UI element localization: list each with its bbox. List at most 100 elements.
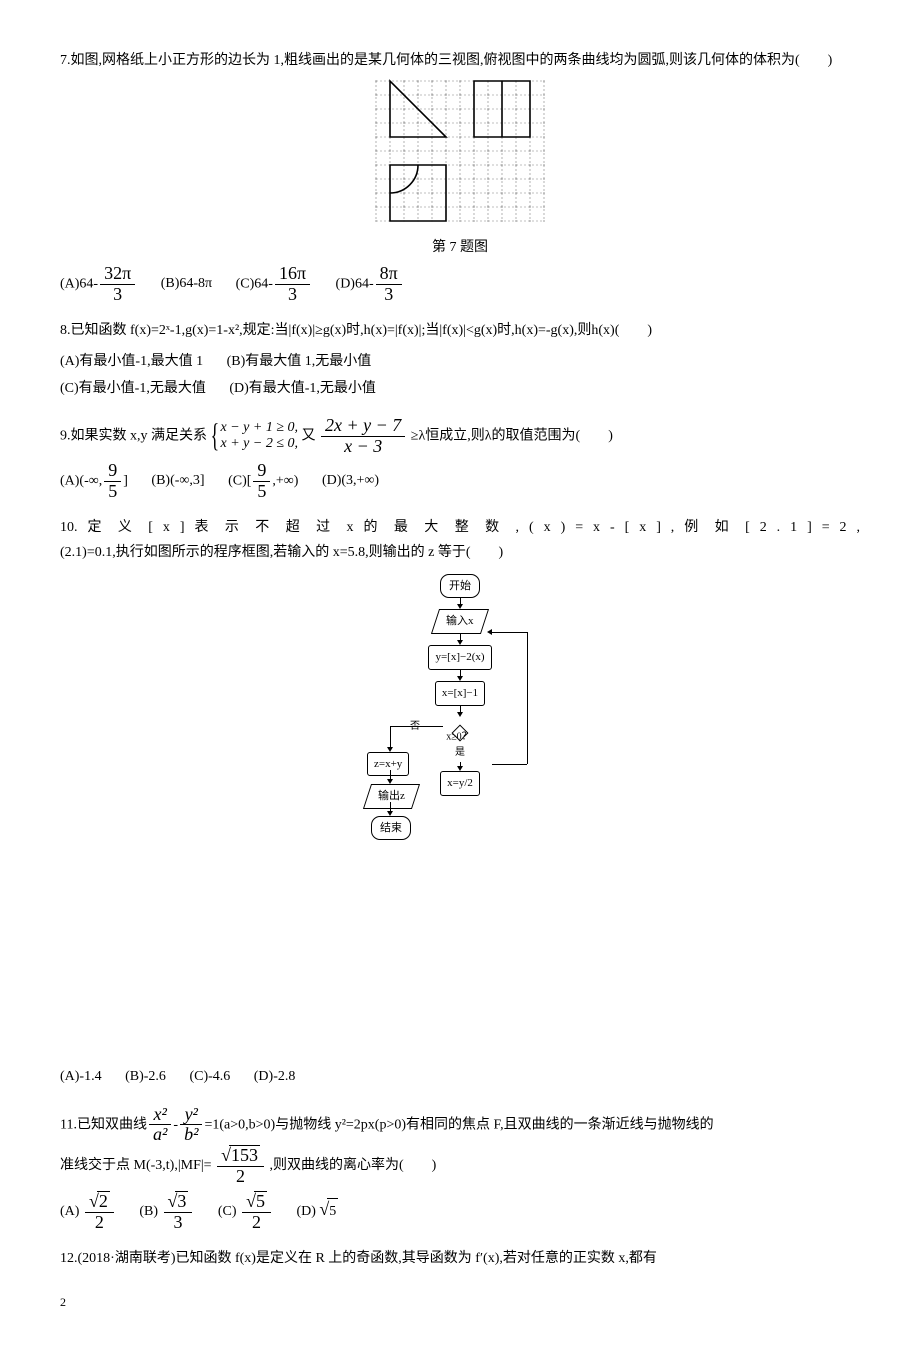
q11-opt-b: (B) √33 <box>139 1191 194 1233</box>
q11-mf-frac: √153 2 <box>217 1145 264 1187</box>
q9-post: ≥λ恒成立,则λ的取值范围为( ) <box>411 429 613 444</box>
q7-c-pre: (C)64- <box>236 276 273 291</box>
q10-text2: (2.1)=0.1,执行如图所示的程序框图,若输入的 x=5.8,则输出的 z … <box>60 540 860 567</box>
q10-opt-d: (D)-2.8 <box>254 1064 296 1091</box>
q11-f2n: y² <box>180 1105 202 1125</box>
q9-options: (A)(-∞,95] (B)(-∞,3] (C)[95,+∞) (D)(3,+∞… <box>60 461 860 502</box>
q11-f1d: a² <box>149 1124 171 1145</box>
q9-mid: 又 <box>302 429 316 444</box>
q7-options: (A)64-32π3 (B)64-8π (C)64-16π3 (D)64-8π3 <box>60 264 860 305</box>
q7-text: 7.如图,网格纸上小正方形的边长为 1,粗线画出的是某几何体的三视图,俯视图中的… <box>60 48 860 75</box>
q7-d-num: 8π <box>376 264 402 284</box>
q11-opt-c: (C) √52 <box>218 1191 273 1233</box>
flow-assign2: x=[x]−1 <box>435 681 485 706</box>
q7-d-pre: (D)64- <box>336 276 374 291</box>
q10-opt-c: (C)-4.6 <box>189 1064 230 1091</box>
q7-a-pre: (A)64- <box>60 276 98 291</box>
q11-d-pre: (D) <box>296 1204 315 1219</box>
flow-assign1: y=[x]−2(x) <box>428 645 491 670</box>
q11-mf-den: 2 <box>217 1166 264 1187</box>
q10-flowchart: 开始 输入x y=[x]−2(x) x=[x]−1 x≥0？ 是 x=y/2 否… <box>60 573 860 1058</box>
q7-a-frac: 32π3 <box>100 264 135 305</box>
q11-a-den: 2 <box>85 1212 114 1233</box>
q8-text: 8.已知函数 f(x)=2ˣ-1,g(x)=1-x²,规定:当|f(x)|≥g(… <box>60 318 860 345</box>
q11-mid1: =1(a>0,b>0)与抛物线 y²=2px(p>0)有相同的焦点 F,且双曲线… <box>204 1117 713 1132</box>
q7-c-frac: 16π3 <box>275 264 310 305</box>
q9-c-post: ,+∞) <box>272 473 298 488</box>
q9-c-pre: (C)[ <box>228 473 251 488</box>
flow-output: 输出z <box>363 784 420 809</box>
q9-a-frac: 95 <box>104 461 121 502</box>
q9-frac: 2x + y − 7 x − 3 <box>321 416 405 457</box>
flow-start: 开始 <box>440 574 480 599</box>
flow-cond: x≥0？ <box>452 725 469 742</box>
q7-opt-d: (D)64-8π3 <box>336 264 404 305</box>
q7-c-num: 16π <box>275 264 310 284</box>
q11-a-pre: (A) <box>60 1204 79 1219</box>
q7-opt-c: (C)64-16π3 <box>236 264 312 305</box>
q10-options: (A)-1.4 (B)-2.6 (C)-4.6 (D)-2.8 <box>60 1064 860 1091</box>
q11-b-den: 3 <box>164 1212 193 1233</box>
flow-input: 输入x <box>431 609 489 634</box>
q9-c-frac: 95 <box>253 461 270 502</box>
q11-frac2: y²b² <box>180 1105 202 1146</box>
q8-opt-d: (D)有最大值-1,无最小值 <box>229 376 376 403</box>
q10-opt-a: (A)-1.4 <box>60 1064 102 1091</box>
q11-l2a: 准线交于点 M(-3,t),|MF|= <box>60 1158 212 1173</box>
q10-opt-b: (B)-2.6 <box>125 1064 166 1091</box>
q11-f1n: x² <box>149 1105 171 1125</box>
q11-line2: 准线交于点 M(-3,t),|MF|= √153 2 ,则双曲线的离心率为( ) <box>60 1145 860 1187</box>
q11-l2b: ,则双曲线的离心率为( ) <box>269 1158 436 1173</box>
q9-frac-num: 2x + y − 7 <box>321 416 405 436</box>
q7-figure-label: 第 7 题图 <box>60 235 860 262</box>
q11-a-rad: 2 <box>97 1191 110 1212</box>
q9-text: 9.如果实数 x,y 满足关系 x − y + 1 ≥ 0, x + y − 2… <box>60 416 860 457</box>
q7-svg <box>374 79 546 223</box>
q11-frac1: x²a² <box>149 1105 171 1146</box>
q7-figure <box>60 79 860 234</box>
q11-pre: 11.已知双曲线 <box>60 1117 147 1132</box>
q9-system: x − y + 1 ≥ 0, x + y − 2 ≤ 0, <box>211 420 299 452</box>
q11-b-frac: √33 <box>164 1191 193 1233</box>
q11-b-rad: 3 <box>175 1191 188 1212</box>
q9-a-post: ] <box>123 473 128 488</box>
q11-a-frac: √22 <box>85 1191 114 1233</box>
q11-mf-rad: 153 <box>229 1145 260 1166</box>
q9-a-num: 9 <box>104 461 121 481</box>
q11-c-num: √5 <box>242 1191 271 1212</box>
q7-c-den: 3 <box>275 284 310 305</box>
q11-c-pre: (C) <box>218 1204 237 1219</box>
q11-line1: 11.已知双曲线x²a²-y²b²=1(a>0,b>0)与抛物线 y²=2px(… <box>60 1105 860 1146</box>
q11-b-pre: (B) <box>139 1204 158 1219</box>
q9-frac-den: x − 3 <box>321 436 405 457</box>
q9-sys-2: x + y − 2 ≤ 0, <box>221 436 299 452</box>
q9-opt-c: (C)[95,+∞) <box>228 461 298 502</box>
q11-mf-num: √153 <box>217 1145 264 1166</box>
flow-end: 结束 <box>371 816 411 841</box>
q8-opt-a: (A)有最小值-1,最大值 1 <box>60 349 203 376</box>
q7-a-den: 3 <box>100 284 135 305</box>
q12-text: 12.(2018·湖南联考)已知函数 f(x)是定义在 R 上的奇函数,其导函数… <box>60 1246 860 1273</box>
q9-a-den: 5 <box>104 481 121 502</box>
q9-c-den: 5 <box>253 481 270 502</box>
q10-text1: 10. 定 义 [ x ] 表 示 不 超 过 x 的 最 大 整 数 , ( … <box>60 515 860 542</box>
q7-d-den: 3 <box>376 284 402 305</box>
q9-opt-d: (D)(3,+∞) <box>322 468 379 495</box>
q11-f2d: b² <box>180 1124 202 1145</box>
q8-opt-c: (C)有最小值-1,无最大值 <box>60 376 206 403</box>
q11-opt-d: (D) √5 <box>296 1192 338 1226</box>
q9-a-pre: (A)(-∞, <box>60 473 102 488</box>
q8-options: (A)有最小值-1,最大值 1 (B)有最大值 1,无最小值 (C)有最小值-1… <box>60 349 860 402</box>
q9-c-num: 9 <box>253 461 270 481</box>
q11-c-frac: √52 <box>242 1191 271 1233</box>
q11-d-sqrt: √5 <box>319 1192 338 1226</box>
q11-opt-a: (A) √22 <box>60 1191 116 1233</box>
q9-opt-a: (A)(-∞,95] <box>60 461 128 502</box>
q7-d-frac: 8π3 <box>376 264 402 305</box>
q11-c-den: 2 <box>242 1212 271 1233</box>
q11-options: (A) √22 (B) √33 (C) √52 (D) √5 <box>60 1191 860 1233</box>
q7-opt-b: (B)64-8π <box>161 271 212 298</box>
flow-right: x=y/2 <box>440 771 480 796</box>
q11-minus: - <box>173 1117 178 1132</box>
q9-opt-b: (B)(-∞,3] <box>151 468 204 495</box>
